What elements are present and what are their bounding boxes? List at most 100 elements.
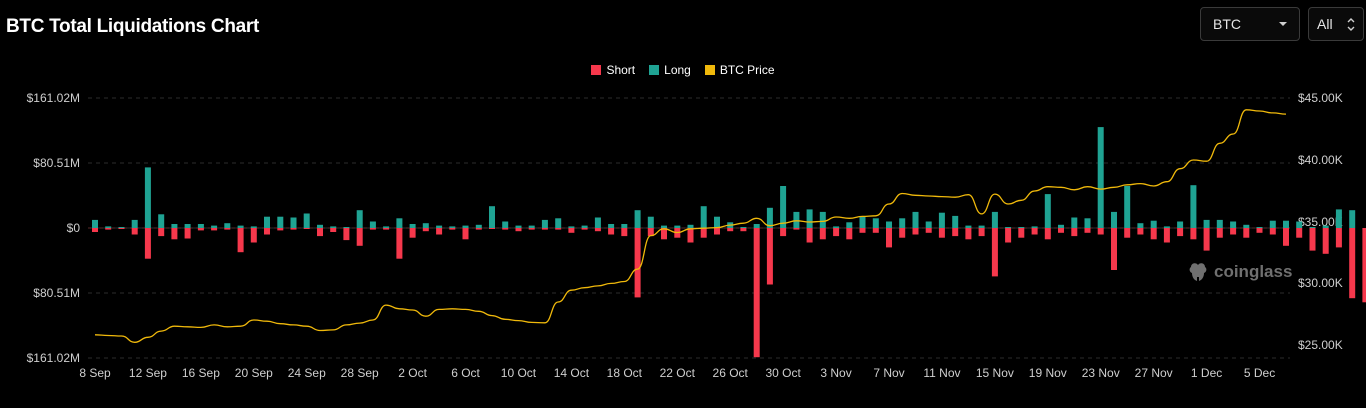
short-bar	[872, 228, 879, 233]
short-bar	[1322, 228, 1329, 254]
x-tick-label: 8 Sep	[79, 366, 111, 380]
short-bar	[912, 228, 919, 235]
long-bar	[1269, 220, 1276, 228]
x-tick-label: 7 Nov	[873, 366, 904, 380]
short-bar	[1084, 228, 1091, 233]
range-select[interactable]: All	[1308, 7, 1364, 41]
x-tick-label: 27 Nov	[1135, 366, 1173, 380]
legend-item-short[interactable]: Short	[591, 63, 635, 77]
long-bar	[369, 221, 376, 228]
short-bar	[118, 228, 125, 229]
x-tick-label: 10 Oct	[501, 366, 537, 380]
short-bar	[1349, 228, 1356, 299]
chart-legend: Short Long BTC Price	[0, 63, 1366, 77]
long-bar	[92, 219, 98, 228]
long-bar	[1243, 224, 1250, 228]
long-bar	[502, 221, 509, 228]
short-bar	[1097, 228, 1104, 235]
long-bar	[819, 211, 826, 228]
long-bar	[343, 227, 350, 228]
long-bar	[1058, 224, 1064, 228]
short-bar	[793, 228, 800, 230]
long-bar	[925, 221, 932, 228]
x-tick-label: 30 Oct	[765, 366, 801, 380]
y-left-tick-label: $161.02M	[27, 91, 80, 105]
short-bar	[330, 228, 337, 232]
coin-select[interactable]: BTC	[1200, 7, 1300, 41]
long-bar	[1177, 221, 1184, 228]
x-tick-label: 3 Nov	[820, 366, 851, 380]
short-bar	[489, 228, 495, 229]
long-bar	[766, 207, 773, 228]
long-bar	[872, 218, 879, 228]
x-tick-label: 6 Oct	[451, 366, 480, 380]
watermark-text: coinglass	[1214, 262, 1293, 281]
short-bar	[197, 228, 204, 231]
short-bar	[1216, 228, 1223, 238]
short-bar	[594, 228, 601, 232]
short-bar	[1044, 228, 1051, 240]
long-bar	[489, 206, 495, 228]
long-bar	[211, 225, 218, 228]
short-bar	[171, 228, 178, 240]
y-right-tick-label: $40.00K	[1298, 153, 1343, 167]
long-bar	[1190, 185, 1197, 228]
x-tick-label: 12 Sep	[129, 366, 167, 380]
short-bar	[224, 228, 231, 230]
long-bar	[1124, 186, 1131, 228]
long-bar	[449, 226, 456, 228]
short-bar	[925, 228, 932, 233]
short-bar	[277, 228, 284, 231]
short-bar	[859, 228, 866, 233]
long-bar	[264, 216, 270, 228]
short-bar	[952, 228, 959, 237]
short-bar	[369, 228, 376, 230]
long-bar	[846, 222, 853, 228]
long-bar	[1163, 226, 1170, 228]
short-bar	[92, 228, 98, 232]
short-bar	[634, 228, 641, 298]
y-left-tick-label: $80.51M	[33, 286, 80, 300]
short-bar	[1269, 228, 1276, 235]
short-bar	[1309, 228, 1316, 251]
short-bar	[1362, 228, 1366, 303]
long-bar	[528, 225, 535, 228]
short-bar	[356, 228, 363, 246]
short-bar	[714, 228, 720, 235]
short-bar	[753, 228, 760, 358]
long-bar	[886, 221, 892, 228]
legend-item-btc-price[interactable]: BTC Price	[704, 63, 775, 77]
long-bar	[634, 210, 641, 228]
long-bar	[396, 218, 403, 228]
short-bar	[436, 228, 443, 235]
long-bar	[1071, 217, 1078, 228]
short-bar	[1071, 228, 1078, 237]
short-bar	[541, 228, 548, 230]
short-bar	[383, 228, 390, 230]
long-bar	[158, 214, 165, 228]
legend-label-short: Short	[606, 63, 636, 77]
long-bar	[700, 206, 707, 228]
x-tick-label: 15 Nov	[976, 366, 1014, 380]
long-bar	[131, 219, 138, 228]
long-bar	[621, 224, 628, 228]
short-bar	[462, 228, 469, 240]
short-bar	[158, 228, 165, 237]
legend-label-long: Long	[664, 63, 691, 77]
long-bar	[647, 216, 654, 228]
short-bar	[1256, 228, 1263, 233]
short-bar	[806, 228, 813, 243]
long-bar	[581, 225, 588, 228]
x-tick-label: 24 Sep	[288, 366, 326, 380]
long-bar	[197, 224, 204, 228]
y-right-tick-label: $25.00K	[1298, 338, 1343, 352]
short-bar	[303, 228, 310, 229]
short-bar	[978, 228, 985, 237]
short-bar	[1058, 228, 1064, 233]
short-bar	[568, 228, 575, 233]
y-right-tick-label: $30.00K	[1298, 276, 1343, 290]
long-bar	[118, 227, 125, 228]
short-bar	[290, 228, 297, 230]
legend-item-long[interactable]: Long	[649, 63, 691, 77]
short-bar	[1177, 228, 1184, 237]
